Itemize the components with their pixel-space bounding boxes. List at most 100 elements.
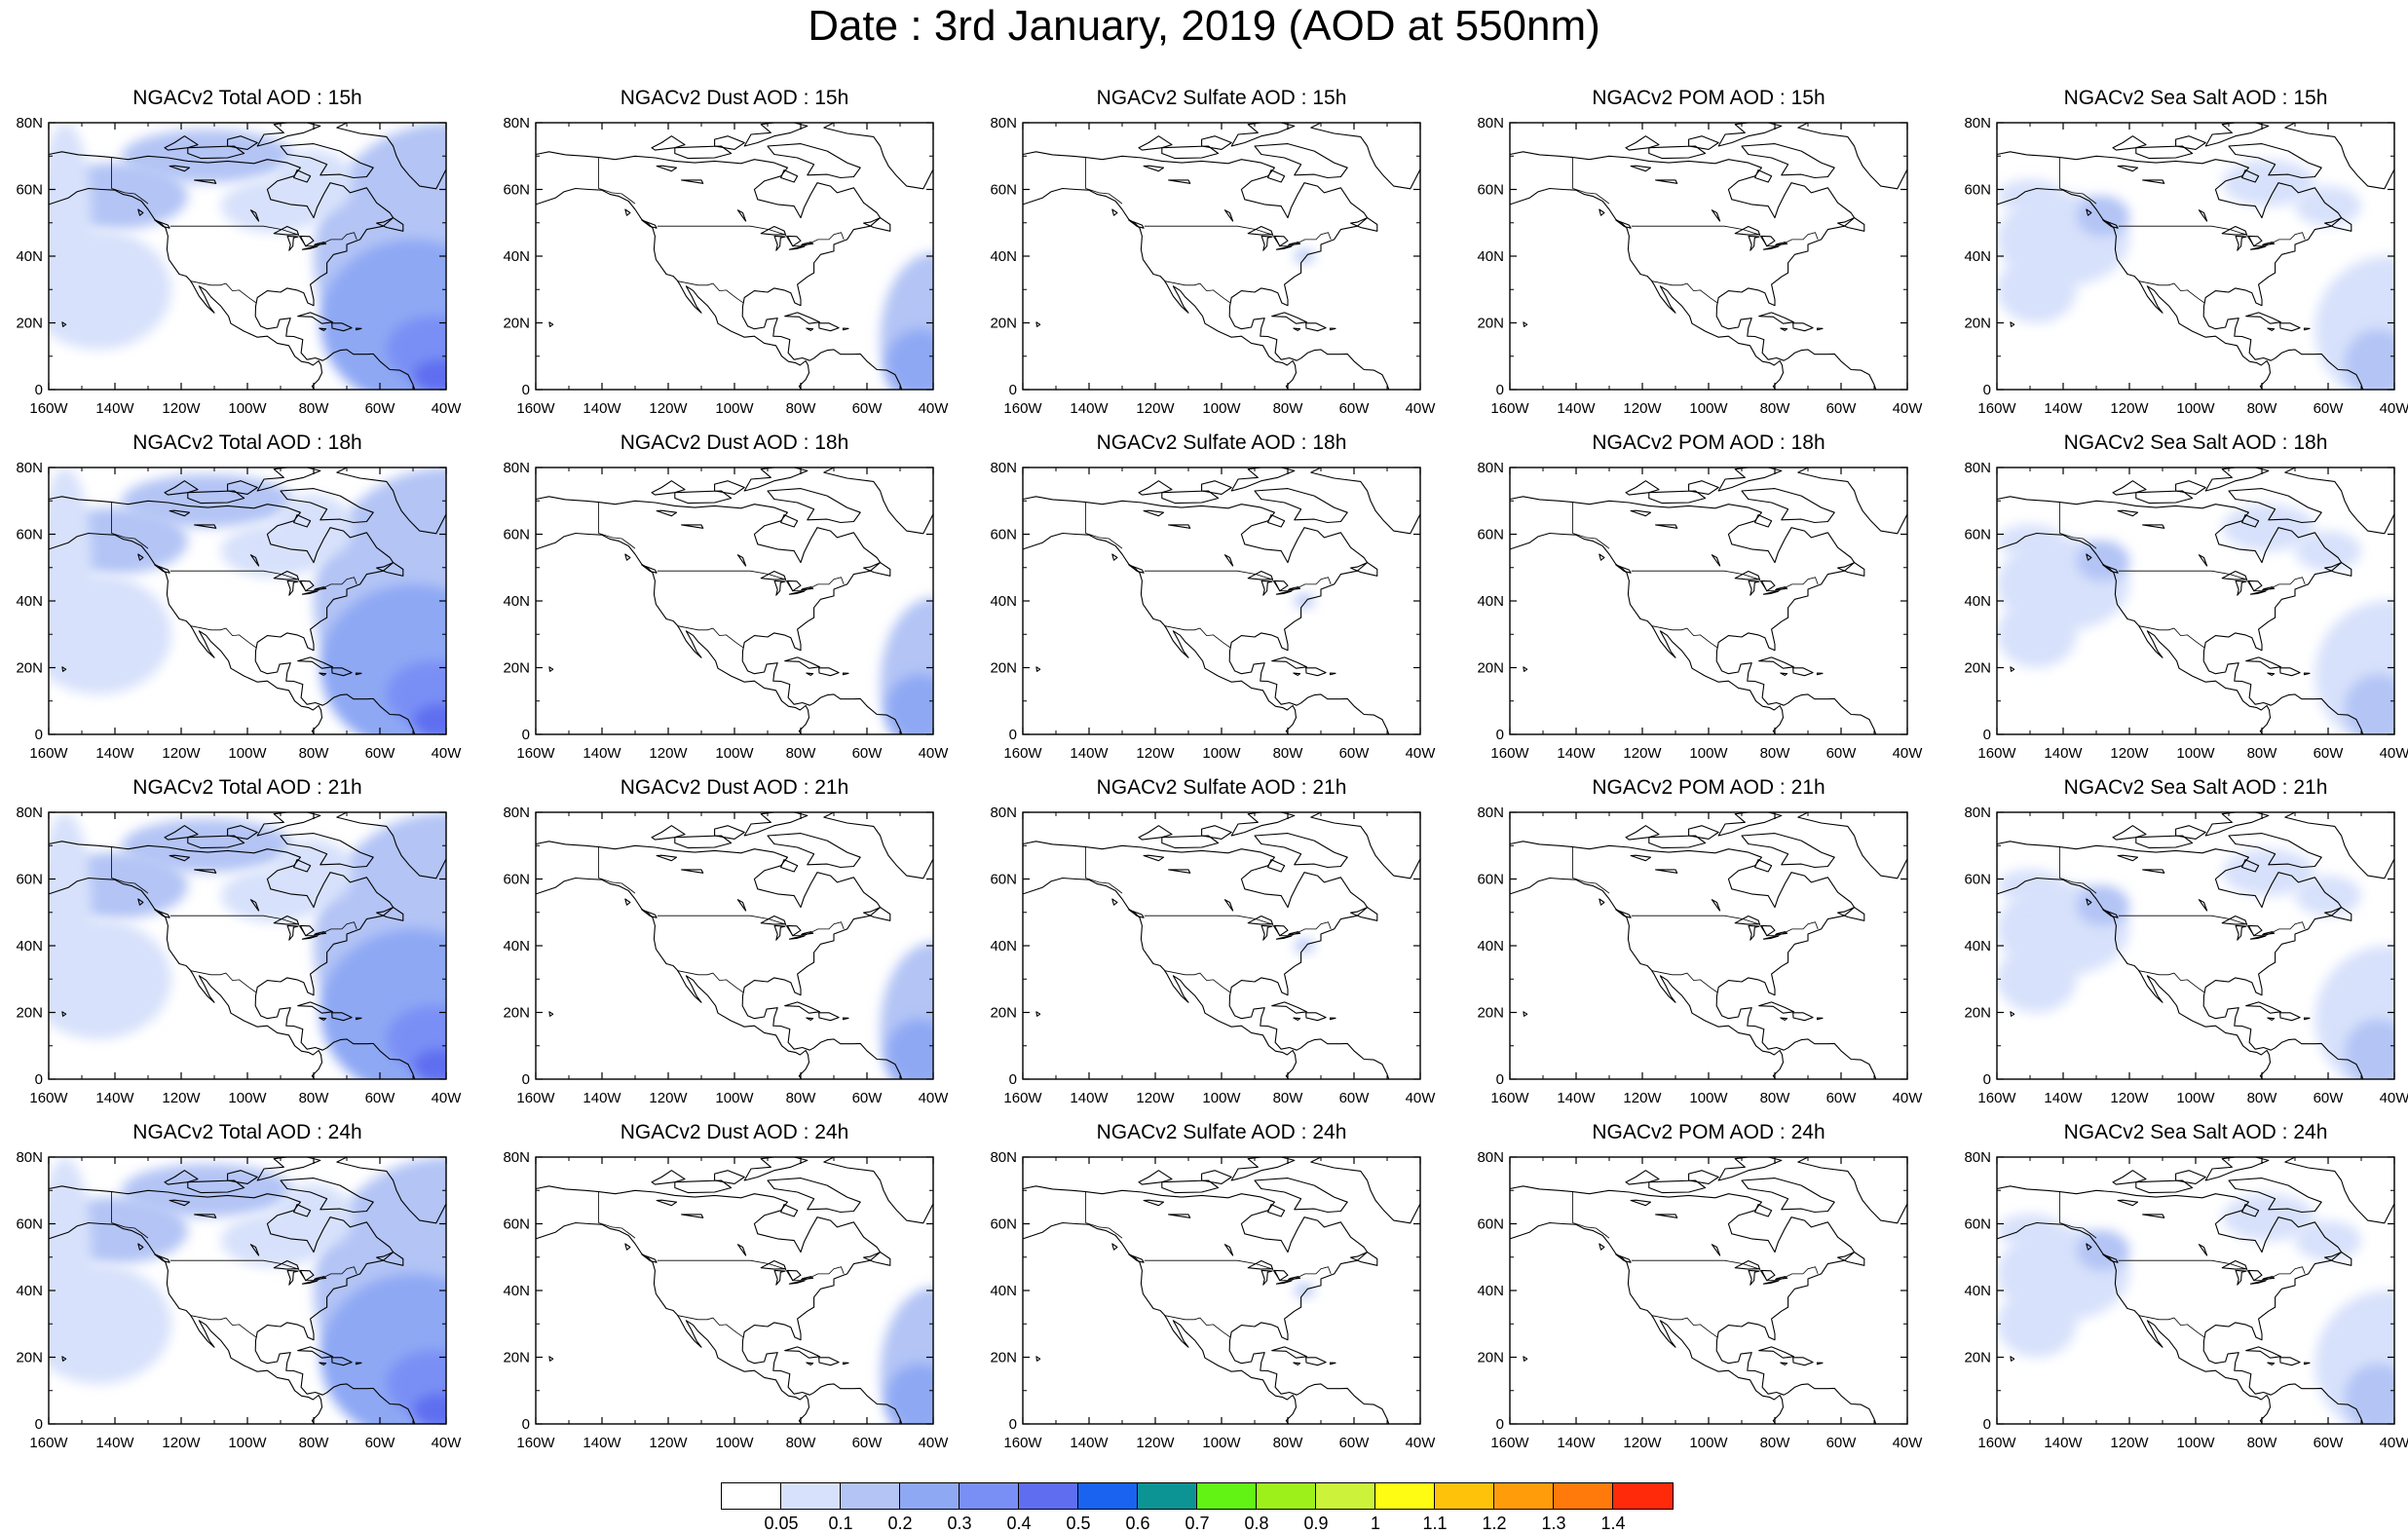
coastline: [1510, 496, 1877, 734]
aod-field: [49, 812, 93, 1013]
lat-tick-label: 20N: [990, 1350, 1017, 1366]
coastline: [319, 672, 327, 676]
coastline: [1168, 1214, 1191, 1218]
coastline: [1523, 1011, 1528, 1017]
coastline: [154, 1253, 170, 1263]
map-panel-pom: NGACv2 POM AOD : 24h 80N 60N 40N 20N 0 160W 140…: [1461, 1120, 1948, 1456]
coastline: [1293, 1362, 1301, 1366]
lat-tick-label: 40N: [16, 1283, 43, 1299]
coastline: [823, 1157, 933, 1224]
border-line: [1164, 625, 1231, 649]
coastline: [1758, 1001, 1794, 1014]
coastline: [1128, 564, 1145, 574]
lon-tick-label: 80W: [2247, 745, 2278, 762]
lon-tick-label: 140W: [1557, 745, 1596, 762]
lat-tick-label: 60N: [1964, 1216, 1991, 1233]
lon-tick-label: 140W: [1557, 400, 1596, 417]
coastline: [273, 570, 299, 580]
lat-tick-label: 80N: [16, 804, 43, 821]
lon-tick-label: 60W: [852, 745, 884, 762]
lat-tick-label: 60N: [1964, 182, 1991, 199]
map-plot: 80N 60N 40N 20N 0 160W 140W 120W 100W 80W 60W 40W: [1477, 1149, 1923, 1451]
lon-tick-label: 60W: [852, 1435, 884, 1451]
map-panel-seasalt: NGACv2 Sea Salt AOD : 15h 80N 60N 40N 20N 0 16…: [1948, 86, 2408, 422]
coastline: [2228, 1178, 2322, 1214]
lon-tick-label: 80W: [1273, 400, 1304, 417]
lon-tick-label: 120W: [1136, 745, 1175, 762]
map-panel-sulfate: NGACv2 Sulfate AOD : 21h 80N 60N 40N 20N 0 160…: [974, 775, 1461, 1111]
coastline: [2284, 812, 2394, 879]
lon-tick-label: 120W: [649, 745, 688, 762]
colorbar-label: 0.1: [828, 1514, 853, 1533]
lon-tick-label: 40W: [1406, 745, 1437, 762]
lat-tick-label: 40N: [1964, 938, 1991, 954]
coastline: [1741, 833, 1835, 869]
border-line: [169, 225, 357, 247]
coastline: [249, 1244, 260, 1256]
coastline: [154, 564, 170, 574]
aod-field: [121, 129, 294, 183]
coastline: [2267, 1017, 2276, 1021]
coastline: [2241, 514, 2260, 528]
border-line: [1572, 502, 1610, 549]
coastline: [1128, 219, 1145, 229]
coastline: [2086, 208, 2092, 216]
coastline: [1510, 841, 1877, 1079]
border-line: [1651, 1315, 1718, 1338]
lon-tick-label: 140W: [2044, 1090, 2083, 1106]
map-plot: 80N 60N 40N 20N 0 160W 140W 120W 100W 80W 60W 40W: [16, 804, 462, 1106]
coastline: [2142, 524, 2165, 529]
coastline: [256, 468, 321, 492]
map-plot: 80N 60N 40N 20N 0 160W 140W 120W 100W 80W 60W 40W: [990, 1149, 1436, 1451]
border-line: [677, 281, 744, 304]
lon-tick-label: 100W: [1689, 745, 1728, 762]
coastline: [1329, 1017, 1336, 1021]
lon-tick-label: 60W: [1339, 745, 1371, 762]
coastline: [1161, 1179, 1220, 1194]
colorbar-swatch: [1316, 1483, 1375, 1509]
coastline: [1717, 123, 1783, 147]
coastline: [1305, 667, 1327, 677]
aod-field: [1997, 1214, 2063, 1248]
coastline: [154, 219, 170, 229]
lat-tick-label: 0: [1009, 1071, 1017, 1088]
map-plot: 80N 60N 40N 20N 0 160W 140W 120W 100W 80W 60W 40W: [503, 1149, 950, 1451]
coastline: [314, 242, 327, 246]
coastline: [681, 179, 704, 184]
panel-title: NGACv2 POM AOD : 18h: [1592, 431, 1825, 454]
lon-tick-label: 120W: [1623, 400, 1662, 417]
coastline: [1837, 217, 1865, 232]
coastline: [2262, 1276, 2276, 1281]
aod-field: [49, 229, 171, 350]
map-plot: 80N 60N 40N 20N 0 160W 140W 120W 100W 80W 60W 40W: [16, 460, 463, 762]
coastline: [2279, 667, 2301, 677]
colorbar-swatch: [1554, 1483, 1613, 1509]
lon-tick-label: 40W: [432, 745, 463, 762]
coastline: [49, 1185, 416, 1424]
colorbar-label: 0.2: [887, 1514, 913, 1533]
coastline: [1267, 859, 1286, 873]
coastline: [1615, 219, 1632, 229]
aod-field: [2076, 196, 2129, 237]
lat-tick-label: 80N: [1964, 1149, 1991, 1166]
coastline: [863, 1252, 891, 1266]
coastline: [736, 554, 747, 567]
lon-tick-label: 40W: [919, 1435, 950, 1451]
coastline: [784, 312, 820, 324]
colorbar-boxes: [721, 1482, 1674, 1510]
border-line: [657, 570, 845, 592]
coastline: [355, 327, 362, 331]
aod-field: [886, 329, 933, 390]
lon-tick-label: 100W: [715, 400, 754, 417]
lon-tick-label: 120W: [1136, 400, 1175, 417]
coastline: [1648, 835, 1707, 849]
coastline: [1837, 907, 1865, 921]
coastline: [1267, 1204, 1286, 1217]
lon-tick-label: 120W: [162, 1090, 201, 1106]
coastline: [1615, 564, 1632, 574]
lat-tick-label: 0: [1983, 1416, 1991, 1433]
coastline: [301, 590, 319, 595]
lat-tick-label: 20N: [1964, 1350, 1991, 1366]
coastline: [548, 1356, 554, 1362]
aod-field: [2345, 674, 2394, 734]
